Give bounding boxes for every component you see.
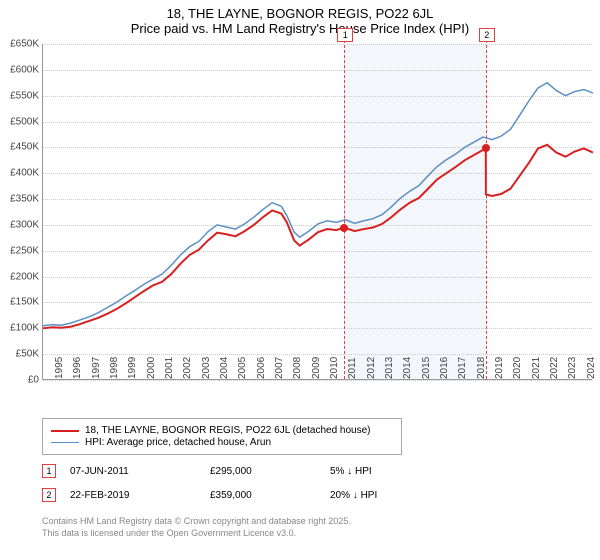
- title-line-1: 18, THE LAYNE, BOGNOR REGIS, PO22 6JL: [0, 6, 600, 21]
- y-axis-label: £150K: [10, 297, 43, 308]
- sale-row: 1 07-JUN-2011£295,0005% ↓ HPI: [42, 464, 440, 478]
- y-axis-label: £500K: [10, 116, 43, 127]
- series-line: [43, 44, 593, 380]
- y-axis-label: £550K: [10, 90, 43, 101]
- sale-marker-number: 2: [479, 28, 495, 42]
- y-axis-label: £450K: [10, 142, 43, 153]
- sale-row-cell: 22-FEB-2019: [70, 490, 210, 501]
- footer-line-1: Contains HM Land Registry data © Crown c…: [42, 516, 351, 528]
- y-axis-label: £100K: [10, 323, 43, 334]
- y-axis-label: £250K: [10, 245, 43, 256]
- y-axis-label: £200K: [10, 271, 43, 282]
- legend-box: 18, THE LAYNE, BOGNOR REGIS, PO22 6JL (d…: [42, 418, 402, 455]
- chart-plot-area: £0£50K£100K£150K£200K£250K£300K£350K£400…: [42, 44, 592, 380]
- legend-swatch: [51, 442, 79, 443]
- legend-label: 18, THE LAYNE, BOGNOR REGIS, PO22 6JL (d…: [85, 425, 371, 436]
- sale-point-dot: [482, 144, 490, 152]
- legend-item: 18, THE LAYNE, BOGNOR REGIS, PO22 6JL (d…: [51, 425, 393, 436]
- footer-text: Contains HM Land Registry data © Crown c…: [42, 516, 351, 539]
- sale-row-cell: 20% ↓ HPI: [330, 490, 440, 501]
- sale-row-cell: 07-JUN-2011: [70, 466, 210, 477]
- sale-marker: 1: [344, 30, 345, 379]
- sale-marker-number: 1: [337, 28, 353, 42]
- y-axis-label: £0: [28, 375, 43, 386]
- gridline-h: [43, 380, 592, 381]
- legend-swatch: [51, 430, 79, 432]
- footer-line-2: This data is licensed under the Open Gov…: [42, 528, 351, 540]
- y-axis-label: £350K: [10, 194, 43, 205]
- title-line-2: Price paid vs. HM Land Registry's House …: [0, 21, 600, 36]
- sale-row: 2 22-FEB-2019£359,00020% ↓ HPI: [42, 488, 440, 502]
- y-axis-label: £650K: [10, 39, 43, 50]
- y-axis-label: £50K: [16, 349, 43, 360]
- sale-row-number: 2: [42, 488, 56, 502]
- sale-point-dot: [340, 224, 348, 232]
- sale-row-cell: £359,000: [210, 490, 330, 501]
- sale-row-cell: £295,000: [210, 466, 330, 477]
- legend-label: HPI: Average price, detached house, Arun: [85, 437, 271, 448]
- sale-row-cell: 5% ↓ HPI: [330, 466, 440, 477]
- y-axis-label: £400K: [10, 168, 43, 179]
- sale-row-number: 1: [42, 464, 56, 478]
- y-axis-label: £600K: [10, 64, 43, 75]
- sale-marker: 2: [486, 30, 487, 379]
- legend-item: HPI: Average price, detached house, Arun: [51, 437, 393, 448]
- y-axis-label: £300K: [10, 219, 43, 230]
